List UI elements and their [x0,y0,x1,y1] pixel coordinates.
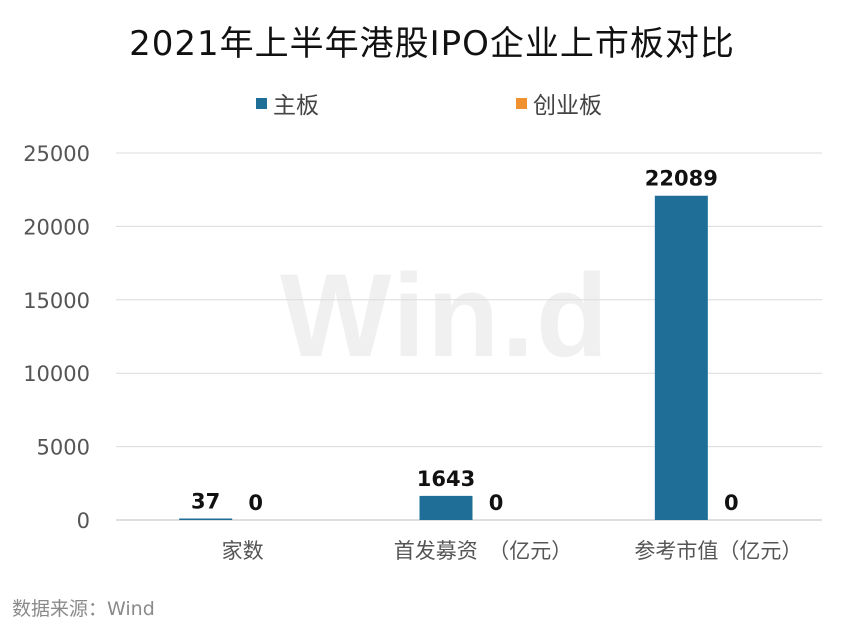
legend-item-main-board: 主板 [256,86,319,120]
bar-main-2 [654,195,708,521]
data-label-main-1: 1643 [417,467,475,491]
legend-swatch-main-board [256,97,267,109]
legend-label-gem-board: 创业板 [533,93,602,119]
y-tick-label-3: 15000 [23,289,90,313]
legend-label-main-board: 主板 [273,93,319,119]
data-label-gem-2: 0 [724,491,739,515]
bar-main-1 [419,495,473,520]
y-tick-label-5: 25000 [23,142,90,166]
y-tick-label-4: 20000 [23,215,90,239]
data-label-gem-1: 0 [489,491,504,515]
y-tick-label-0: 0 [77,509,90,533]
x-tick-label-1: 首发募资 （亿元） [394,539,573,563]
legend-swatch-gem-board [516,97,527,109]
source-note: 数据来源：Wind [12,598,155,620]
x-tick-label-2: 参考市值（亿元） [634,539,802,563]
chart-title: 2021年上半年港股IPO企业上市板对比 [129,24,735,64]
data-label-main-0: 37 [191,490,220,514]
y-tick-label-2: 10000 [23,362,90,386]
wind-watermark: Win.d [280,250,611,382]
y-tick-label-1: 5000 [37,436,90,460]
data-label-main-2: 22089 [645,167,718,191]
bar-main-0 [179,518,233,520]
legend-item-gem-board: 创业板 [516,86,602,120]
legend: 主板 创业板 [0,86,864,119]
x-tick-label-0: 家数 [222,539,264,563]
data-label-gem-0: 0 [248,491,263,515]
